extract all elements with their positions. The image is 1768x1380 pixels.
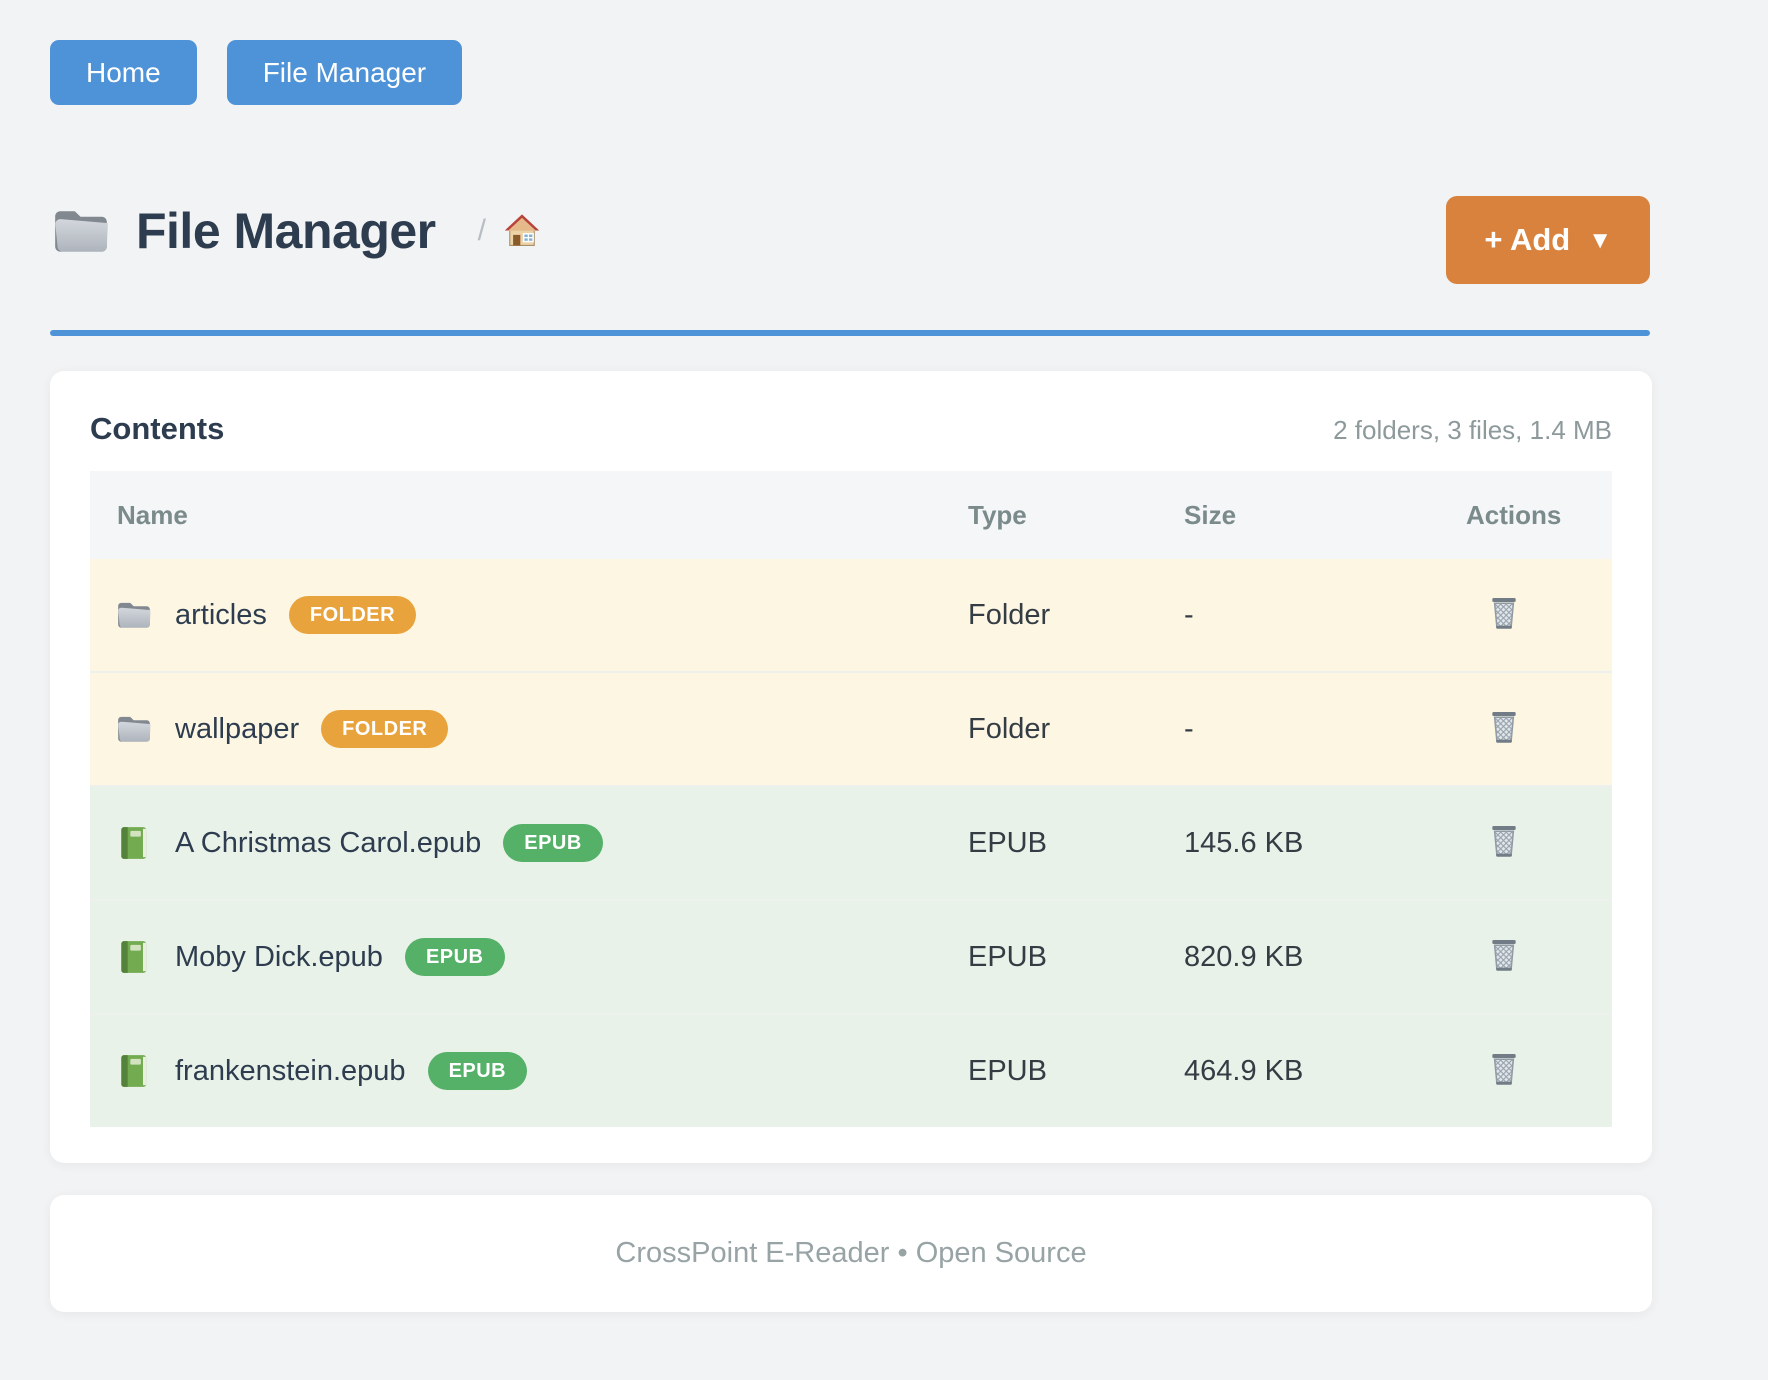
add-button-label: + Add [1484, 222, 1571, 257]
column-header-actions: Actions [1466, 499, 1562, 530]
book-icon [115, 1052, 153, 1090]
page-header: File Manager / [50, 200, 1650, 262]
type-cell: EPUB [968, 826, 1047, 859]
delete-button[interactable] [1480, 817, 1528, 865]
file-name[interactable]: wallpaper [175, 712, 300, 745]
trash-icon [1484, 935, 1524, 975]
name-cell: A Christmas Carol.epub EPUB [90, 824, 968, 862]
book-icon [115, 938, 153, 976]
size-cell: 820.9 KB [1184, 940, 1304, 973]
size-cell: - [1184, 598, 1194, 631]
house-icon[interactable] [502, 211, 542, 251]
name-cell: wallpaper FOLDER [90, 710, 968, 748]
page-title: File Manager [136, 203, 436, 259]
delete-button[interactable] [1480, 1045, 1528, 1093]
nav-home-button[interactable]: Home [50, 40, 197, 105]
contents-title: Contents [90, 411, 225, 446]
delete-button[interactable] [1480, 703, 1528, 751]
actions-cell [1466, 817, 1612, 869]
type-badge: EPUB [404, 938, 505, 976]
actions-cell [1466, 703, 1612, 755]
type-cell: Folder [968, 598, 1051, 631]
name-cell: Moby Dick.epub EPUB [90, 938, 968, 976]
trash-icon [1484, 1049, 1524, 1089]
type-badge: FOLDER [288, 596, 417, 634]
size-cell: 464.9 KB [1184, 1054, 1304, 1087]
file-table-body: articles FOLDER Folder - wallpaper FOLDE… [90, 559, 1612, 1127]
folder-icon [50, 200, 112, 262]
title-divider [50, 330, 1650, 336]
type-badge: EPUB [427, 1052, 528, 1090]
file-name[interactable]: A Christmas Carol.epub [175, 826, 482, 859]
file-name[interactable]: articles [175, 598, 267, 631]
size-cell: - [1184, 712, 1194, 745]
table-row: frankenstein.epub EPUB EPUB 464.9 KB [90, 1013, 1612, 1127]
footer-card: CrossPoint E-Reader • Open Source [50, 1195, 1652, 1312]
contents-summary: 2 folders, 3 files, 1.4 MB [1333, 415, 1612, 445]
name-cell: frankenstein.epub EPUB [90, 1052, 968, 1090]
size-cell: 145.6 KB [1184, 826, 1304, 859]
type-cell: EPUB [968, 1054, 1047, 1087]
table-row: articles FOLDER Folder - [90, 559, 1612, 671]
column-header-type: Type [968, 499, 1027, 530]
nav-file-manager-button[interactable]: File Manager [226, 40, 463, 105]
book-icon [115, 824, 153, 862]
actions-cell [1466, 1045, 1612, 1097]
contents-card: Contents 2 folders, 3 files, 1.4 MB Name… [50, 371, 1652, 1163]
breadcrumb: / [477, 214, 486, 247]
file-name[interactable]: Moby Dick.epub [175, 940, 383, 973]
trash-icon [1484, 821, 1524, 861]
file-table: Name Type Size Actions articles FOLDER F… [90, 471, 1612, 1127]
delete-button[interactable] [1480, 589, 1528, 637]
footer-text: CrossPoint E-Reader • Open Source [615, 1237, 1087, 1269]
type-badge: EPUB [503, 824, 603, 862]
folder-icon [115, 710, 153, 748]
table-row: A Christmas Carol.epub EPUB EPUB 145.6 K… [90, 785, 1612, 899]
column-header-size: Size [1184, 499, 1237, 530]
add-button[interactable]: + Add ▼ [1446, 196, 1650, 284]
name-cell: articles FOLDER [90, 596, 968, 634]
file-name[interactable]: frankenstein.epub [175, 1054, 406, 1087]
top-nav: Home File Manager [50, 40, 463, 105]
trash-icon [1484, 707, 1524, 747]
trash-icon [1484, 593, 1524, 633]
type-badge: FOLDER [321, 710, 449, 748]
type-cell: EPUB [968, 940, 1047, 973]
column-header-name: Name [117, 499, 188, 530]
table-row: Moby Dick.epub EPUB EPUB 820.9 KB [90, 899, 1612, 1013]
delete-button[interactable] [1480, 931, 1528, 979]
actions-cell [1466, 589, 1612, 641]
table-header-row: Name Type Size Actions [90, 471, 1612, 559]
caret-down-icon: ▼ [1588, 227, 1612, 254]
type-cell: Folder [968, 712, 1051, 745]
folder-icon [115, 596, 153, 634]
actions-cell [1466, 931, 1612, 983]
table-row: wallpaper FOLDER Folder - [90, 671, 1612, 785]
